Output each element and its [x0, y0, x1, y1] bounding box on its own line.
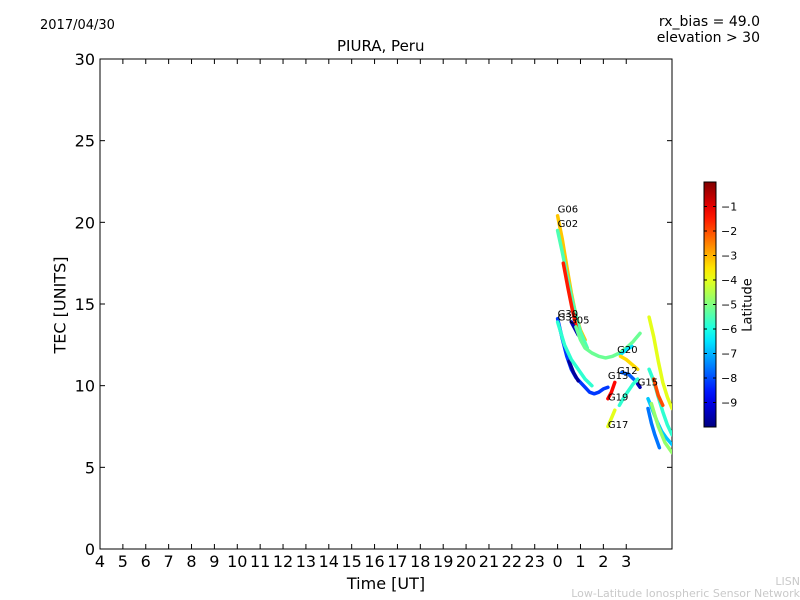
- track-g15: [635, 382, 642, 390]
- y-tick-label: 30: [75, 50, 95, 69]
- elevation-label: elevation > 30: [656, 30, 760, 46]
- track-g20: [618, 344, 634, 357]
- satellite-label-g05: G05: [569, 316, 589, 327]
- x-tick-label: 5: [118, 552, 128, 571]
- colorbar-tick-label: −5: [721, 299, 737, 312]
- x-tick-label: 20: [456, 552, 476, 571]
- date-label: 2017/04/30: [40, 18, 115, 33]
- x-tick-label: 3: [621, 552, 631, 571]
- x-tick-label: 13: [296, 552, 316, 571]
- track-e5: [649, 401, 672, 455]
- track-g17: [606, 408, 617, 429]
- satellite-label-g06: G06: [558, 205, 578, 216]
- track-e1: [647, 315, 672, 411]
- x-tick-label: 15: [342, 552, 362, 571]
- data-tracks: [555, 214, 672, 455]
- track-g30: [555, 316, 610, 396]
- x-tick-label: 2: [598, 552, 608, 571]
- x-tick-label: 9: [209, 552, 219, 571]
- x-tick-label: 4: [95, 552, 105, 571]
- track-g17-b: [617, 377, 640, 408]
- chart-title: PIURA, Peru: [337, 37, 425, 55]
- track-g30-b: [567, 359, 580, 383]
- colorbar-tick-label: −7: [721, 348, 737, 361]
- satellite-label-g02: G02: [558, 219, 578, 230]
- satellite-label-g12: G12: [617, 366, 637, 377]
- x-tick-label: 7: [164, 552, 174, 571]
- track-g12: [618, 354, 640, 372]
- x-tick-label: 18: [410, 552, 430, 571]
- rx-bias-label: rx_bias = 49.0: [658, 14, 760, 30]
- y-tick-label: 10: [75, 377, 95, 396]
- x-tick-label: 19: [433, 552, 453, 571]
- footer: LISN Low-Latitude Ionospheric Sensor Net…: [571, 576, 800, 600]
- y-tick-label: 5: [85, 458, 95, 477]
- y-tick-label: 25: [75, 132, 95, 151]
- x-axis-label: Time [UT]: [346, 574, 426, 593]
- track-e6: [651, 377, 665, 408]
- satellite-label-g13: G13: [608, 371, 628, 382]
- x-tick-label: 6: [141, 552, 151, 571]
- colorbar-tick-label: −3: [721, 250, 737, 263]
- track-g19: [606, 380, 617, 401]
- track-e4: [646, 406, 662, 450]
- x-tick-label: 14: [319, 552, 339, 571]
- footer-network-name: Low-Latitude Ionospheric Sensor Network: [571, 587, 800, 600]
- satellite-label-g15: G15: [638, 378, 658, 389]
- x-tick-label: 17: [387, 552, 407, 571]
- x-tick-label: 11: [250, 552, 270, 571]
- y-tick-label: 0: [85, 540, 95, 559]
- colorbar-tick-label: −4: [721, 274, 737, 287]
- track-g13: [619, 370, 638, 383]
- colorbar-tick-label: −2: [721, 225, 737, 238]
- colorbar-tick-label: −9: [721, 397, 737, 410]
- colorbar-tick-label: −8: [721, 372, 737, 385]
- x-tick-label: 12: [273, 552, 293, 571]
- x-tick-label: 16: [364, 552, 384, 571]
- x-tick-label: 21: [479, 552, 499, 571]
- y-tick-label: 15: [75, 295, 95, 314]
- x-tick-label: 22: [502, 552, 522, 571]
- x-tick-label: 23: [525, 552, 545, 571]
- satellite-label-g17: G17: [608, 420, 628, 431]
- track-g05-b: [574, 325, 642, 360]
- x-tick-label: 1: [575, 552, 585, 571]
- y-tick-label: 20: [75, 213, 95, 232]
- track-g33: [555, 320, 594, 388]
- track-g02-b: [561, 261, 579, 332]
- plot-frame: [99, 58, 673, 550]
- colorbar-tick-label: −6: [721, 323, 737, 336]
- bias-info: rx_bias = 49.0 elevation > 30: [657, 14, 760, 46]
- footer-lisn: LISN: [775, 575, 800, 588]
- satellite-label-g33: G33: [558, 312, 578, 323]
- x-tick-label: 10: [227, 552, 247, 571]
- x-tick-label: 0: [553, 552, 563, 571]
- satellite-label-g20: G20: [617, 345, 637, 356]
- x-tick-label: 8: [186, 552, 196, 571]
- satellite-label-g19: G19: [608, 392, 628, 403]
- colorbar-tick-label: −1: [721, 201, 737, 214]
- satellite-label-g30: G30: [558, 309, 578, 320]
